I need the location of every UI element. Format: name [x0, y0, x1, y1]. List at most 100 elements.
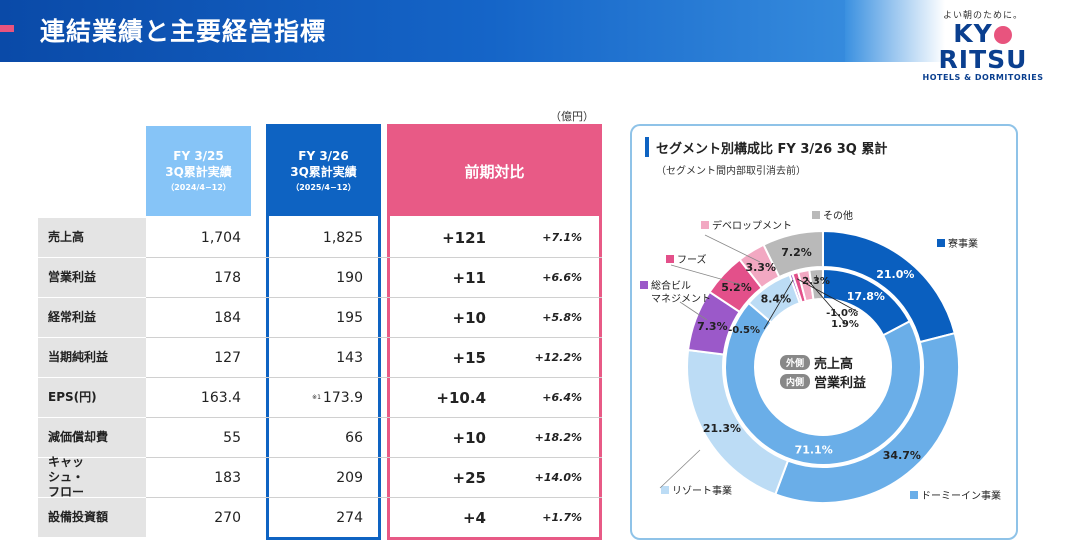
value-diff-text: +11 — [452, 268, 486, 287]
value-diff: +25 — [390, 458, 486, 497]
value-pct-text: +5.8% — [542, 311, 582, 324]
value-diff-text: +15 — [452, 348, 486, 367]
value-cur-text: 143 — [336, 349, 363, 366]
value-pct-text: +1.7% — [542, 511, 582, 524]
table-row: キャッシュ・フロー 183 209 +25 +14.0% — [38, 455, 602, 499]
table-row: 当期純利益 127 143 +15 +12.2% — [38, 338, 602, 378]
col-cur-type: 3Q累計実績 — [290, 165, 357, 179]
value-cur: 66 — [269, 418, 373, 457]
value-prev-text: 163.4 — [200, 389, 241, 406]
value-diff-text: +10.4 — [436, 388, 486, 407]
value-prev-text: 270 — [214, 509, 241, 526]
value-prev-text: 55 — [223, 429, 241, 446]
value-cur: 209 — [269, 458, 373, 497]
value-pct: +18.2% — [488, 418, 584, 457]
value-prev: 55 — [146, 418, 246, 457]
value-cur: 190 — [269, 258, 373, 297]
value-pct-text: +12.2% — [534, 351, 582, 364]
value-prev-text: 178 — [214, 269, 241, 286]
value-diff: +15 — [390, 338, 486, 377]
row-label: キャッシュ・フロー — [38, 455, 146, 499]
value-pct-text: +6.4% — [542, 391, 582, 404]
value-cur-text: 274 — [336, 509, 363, 526]
value-cur-text: 190 — [336, 269, 363, 286]
page-title: 連結業績と主要経営指標 — [40, 17, 327, 46]
logo-text-post: RITSU — [938, 45, 1028, 74]
logo-tagline: よい朝のために。 — [942, 11, 1023, 21]
value-pct-text: +18.2% — [534, 431, 582, 444]
row-label-text: 経常利益 — [48, 310, 97, 324]
column-header-diff: 前期対比 — [389, 126, 600, 216]
value-cur: ※1 173.9 — [269, 378, 373, 417]
row-divider — [146, 337, 602, 338]
unit-label: （億円） — [550, 110, 594, 123]
row-label: 売上高 — [38, 218, 146, 257]
value-diff: +10 — [390, 418, 486, 457]
row-divider — [146, 297, 602, 298]
chart-subtitle: （セグメント間内部取引消去前） — [656, 166, 806, 177]
value-pct: +14.0% — [488, 458, 584, 497]
value-pct: +5.8% — [488, 298, 584, 337]
row-divider — [146, 417, 602, 418]
value-pct: +6.4% — [488, 378, 584, 417]
table-row: 売上高 1,704 1,825 +121 +7.1% — [38, 218, 602, 258]
column-header-cur: FY 3/26 3Q累計実績 （2025/4−12） — [268, 126, 379, 216]
row-divider — [146, 377, 602, 378]
value-prev: 163.4 — [146, 378, 246, 417]
diff-column-frame — [387, 124, 602, 540]
value-cur: 1,825 — [269, 218, 373, 257]
value-prev: 178 — [146, 258, 246, 297]
header-band — [0, 0, 945, 62]
value-cur-text: 195 — [336, 309, 363, 326]
value-pct: +6.6% — [488, 258, 584, 297]
current-column-frame — [266, 124, 381, 540]
company-logo: よい朝のために。 KYRITSU HOTELS & DORMITORIES — [918, 6, 1048, 82]
value-cur: 195 — [269, 298, 373, 337]
value-cur: 143 — [269, 338, 373, 377]
value-cur-text: 173.9 — [322, 389, 363, 406]
value-diff: +11 — [390, 258, 486, 297]
col-cur-period: FY 3/26 — [298, 149, 349, 163]
segment-chart-panel: セグメント別構成比 FY 3/26 3Q 累計 （セグメント間内部取引消去前） — [630, 124, 1018, 540]
value-cur: 274 — [269, 498, 373, 537]
value-prev: 270 — [146, 498, 246, 537]
col-prev-period: FY 3/25 — [173, 149, 224, 163]
value-diff: +121 — [390, 218, 486, 257]
value-prev: 1,704 — [146, 218, 246, 257]
row-label-text: 設備投資額 — [48, 510, 109, 524]
row-label-text: EPS(円) — [48, 390, 97, 404]
row-label: 営業利益 — [38, 258, 146, 297]
table-row: 営業利益 178 190 +11 +6.6% — [38, 258, 602, 298]
value-pct-text: +7.1% — [542, 231, 582, 244]
value-cur-text: 66 — [345, 429, 363, 446]
value-pct: +7.1% — [488, 218, 584, 257]
row-divider — [146, 257, 602, 258]
value-diff-text: +10 — [452, 428, 486, 447]
row-divider — [146, 457, 602, 458]
value-diff: +10.4 — [390, 378, 486, 417]
row-label-text: 売上高 — [48, 230, 85, 244]
logo-wordmark: KYRITSU — [918, 21, 1048, 73]
value-pct: +12.2% — [488, 338, 584, 377]
row-label-text: 営業利益 — [48, 270, 97, 284]
footnote-marker: ※1 — [312, 394, 321, 401]
value-pct: +1.7% — [488, 498, 584, 537]
col-cur-range: （2025/4−12） — [291, 183, 356, 192]
title-accent — [0, 25, 14, 32]
row-label: 当期純利益 — [38, 338, 146, 377]
value-diff-text: +121 — [442, 228, 486, 247]
row-divider — [146, 497, 602, 498]
value-prev-text: 127 — [214, 349, 241, 366]
value-diff: +10 — [390, 298, 486, 337]
row-label-text: キャッシュ・フロー — [48, 455, 85, 499]
value-prev: 127 — [146, 338, 246, 377]
col-diff-title: 前期対比 — [464, 162, 525, 181]
row-label-text: 減価償却費 — [48, 430, 109, 444]
logo-text-pre: KY — [953, 19, 993, 48]
value-pct-text: +14.0% — [534, 471, 582, 484]
value-prev-text: 1,704 — [200, 229, 241, 246]
chart-title: セグメント別構成比 FY 3/26 3Q 累計 — [656, 142, 888, 157]
col-prev-range: （2024/4−12） — [166, 183, 231, 192]
col-prev-type: 3Q累計実績 — [165, 165, 232, 179]
value-diff: +4 — [390, 498, 486, 537]
